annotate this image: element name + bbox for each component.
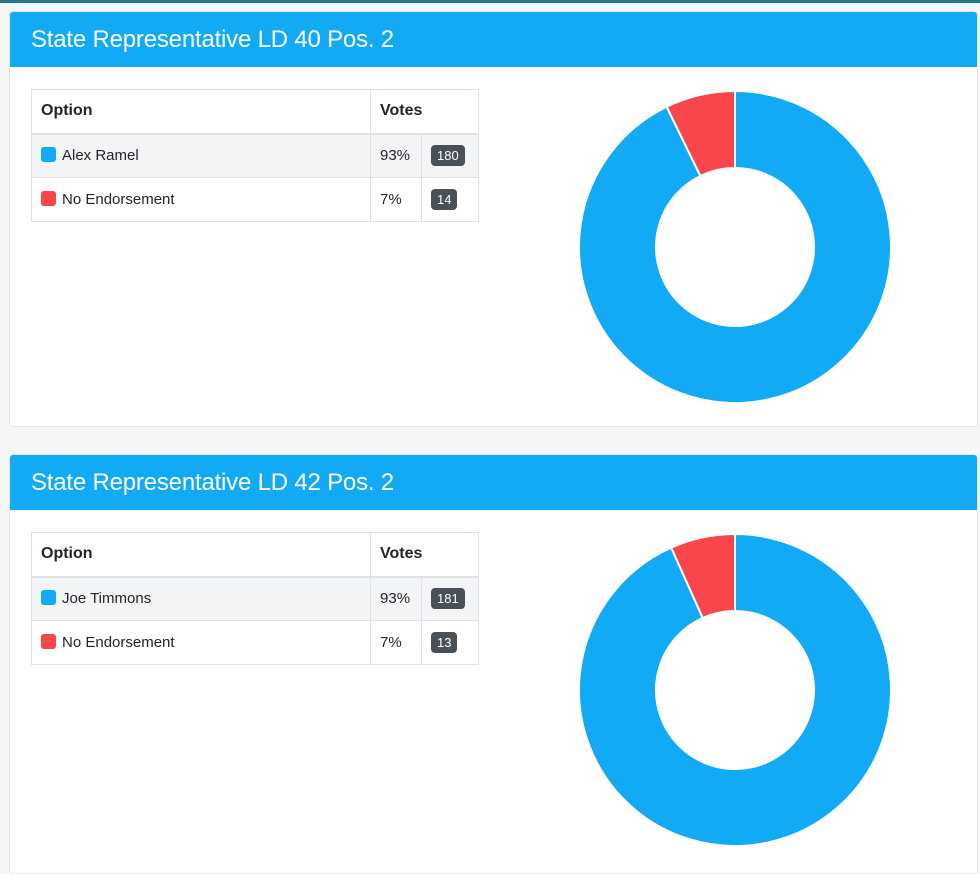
donut-chart <box>578 533 892 847</box>
vote-count-badge: 14 <box>431 189 458 210</box>
race-title: State Representative LD 40 Pos. 2 <box>10 12 977 67</box>
race-title: State Representative LD 42 Pos. 2 <box>10 455 977 510</box>
vote-count-badge: 181 <box>431 588 465 610</box>
option-name: Alex Ramel <box>62 147 139 165</box>
race-card-ld42: State Representative LD 42 Pos. 2 Option… <box>9 454 978 874</box>
donut-slice-no-endorsement[interactable] <box>669 533 736 620</box>
color-swatch <box>41 147 56 163</box>
option-header: Option <box>31 89 371 135</box>
donut-slice-joe-timmons[interactable] <box>578 533 892 847</box>
option-header: Option <box>30 532 372 578</box>
results-table: Option Votes Joe Timmons 93% 181 No Endo… <box>30 532 479 665</box>
option-name: No Endorsement <box>62 191 175 208</box>
donut-slice-alex-ramel[interactable] <box>578 90 892 404</box>
color-swatch <box>41 634 56 649</box>
votes-cell: 181 <box>421 576 479 621</box>
color-swatch <box>41 590 56 606</box>
option-cell: No Endorsement <box>31 177 371 222</box>
option-name: Joe Timmons <box>62 590 152 608</box>
table-row: No Endorsement 7% 14 <box>31 177 479 222</box>
votes-cell: 180 <box>421 133 479 178</box>
votes-header: Votes <box>370 532 479 578</box>
votes-cell: 14 <box>421 177 479 222</box>
table-row: No Endorsement 7% 13 <box>30 620 479 665</box>
vote-count-badge: 180 <box>431 145 465 167</box>
top-accent-bar <box>0 0 980 3</box>
option-cell: No Endorsement <box>30 620 372 665</box>
percent-cell: 93% <box>370 133 422 178</box>
donut-slice-no-endorsement[interactable] <box>665 90 736 178</box>
votes-header: Votes <box>370 89 479 135</box>
vote-count-badge: 13 <box>431 632 458 653</box>
results-table: Option Votes Alex Ramel 93% 180 No Endor… <box>31 89 479 222</box>
option-cell: Alex Ramel <box>31 133 371 178</box>
percent-cell: 93% <box>370 576 423 621</box>
table-row: Joe Timmons 93% 181 <box>30 576 479 621</box>
donut-chart <box>578 90 892 404</box>
votes-cell: 13 <box>421 620 479 665</box>
percent-cell: 7% <box>370 177 422 222</box>
option-cell: Joe Timmons <box>30 576 372 621</box>
color-swatch <box>41 191 56 206</box>
race-card-ld40: State Representative LD 40 Pos. 2 Option… <box>9 11 978 427</box>
table-row: Alex Ramel 93% 180 <box>31 133 479 178</box>
percent-cell: 7% <box>370 620 423 665</box>
option-name: No Endorsement <box>62 634 175 651</box>
